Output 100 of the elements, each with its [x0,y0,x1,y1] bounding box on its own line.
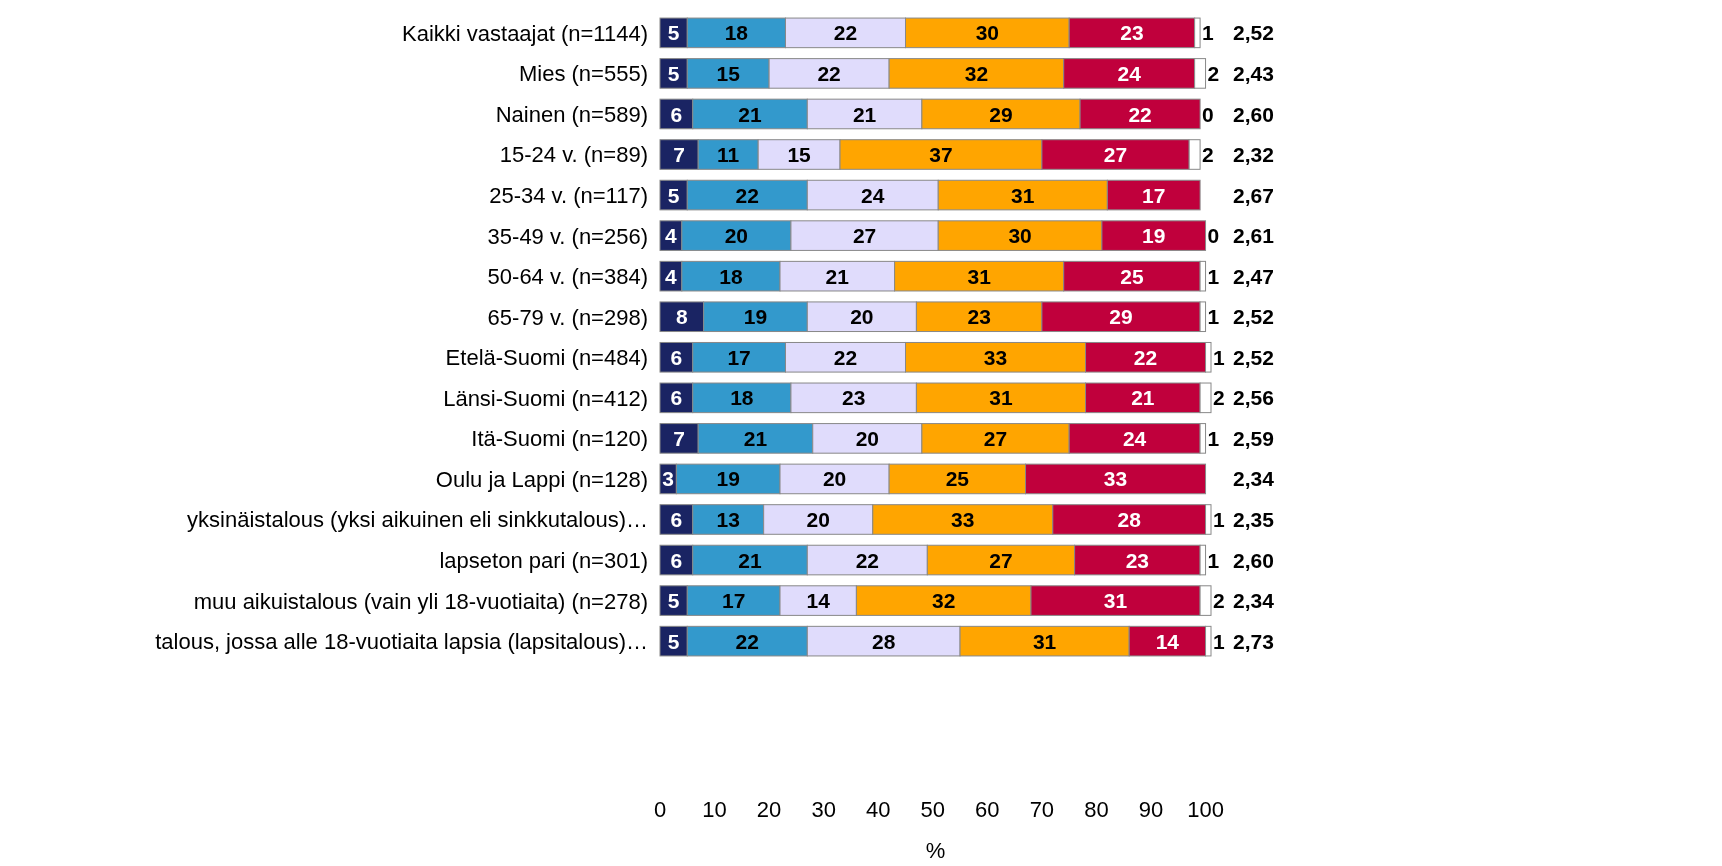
data-label: 1 [1213,345,1225,369]
data-label: 6 [670,102,683,126]
data-label: 28 [871,629,896,653]
data-label: 15 [787,143,812,167]
data-label: 24 [1117,61,1142,85]
data-label: 4 [665,264,678,288]
text: 2,52 [1233,345,1274,369]
data-label: 4 [665,224,678,248]
text: 2,59 [1233,426,1274,450]
data-label: 27 [983,426,1008,450]
data-label: 1 [1213,508,1225,532]
data-label: 30 [975,21,1000,45]
data-label: 2 [1207,61,1220,85]
data-label: 6 [670,386,683,410]
y-tick-label: 65-79 v. (n=298) [487,304,648,330]
data-label: 17 [1142,183,1166,207]
y-tick-label: muu aikuistalous (vain yli 18-vuotiaita) (n=278) [193,588,648,614]
y-tick-label: Nainen (n=589) [495,101,648,127]
text: 2,47 [1233,264,1274,288]
y-tick-label: Länsi-Suomi (n=412) [443,385,648,411]
y-tick-label: Kaikki vastaajat (n=1144) [401,20,648,46]
data-label: 18 [730,386,754,410]
x-tick-label: 80 [1084,797,1109,822]
data-label: 23 [1125,548,1150,572]
data-label: 8 [675,305,688,329]
data-label: 22 [1133,345,1158,369]
text: 2,34 [1233,467,1275,491]
x-tick-label: 70 [1029,797,1055,822]
data-label: 20 [822,467,847,491]
data-label: 14 [806,589,831,613]
x-tick-label: 40 [865,797,891,822]
data-label: 5 [667,629,680,653]
data-label: 20 [806,508,830,532]
x-tick-label: 0 [653,797,667,822]
data-label: 22 [833,345,858,369]
data-label: 30 [1008,224,1032,248]
data-label: 2 [1213,386,1225,410]
data-label: 19 [1142,224,1166,248]
data-label: 15 [716,61,741,85]
data-label: 22 [855,548,879,572]
text: 2,56 [1233,386,1274,410]
data-label: 6 [670,345,683,369]
data-label: 5 [667,183,680,207]
data-label: 0 [1202,102,1214,126]
data-label: 21 [825,264,850,288]
text: 2,52 [1233,21,1274,45]
y-tick-label: 50-64 v. (n=384) [487,264,648,290]
data-label: 17 [727,345,751,369]
y-tick-label: lapseton pari (n=301) [439,547,648,573]
text: 2,43 [1233,61,1274,85]
data-label: 28 [1117,508,1142,532]
data-label: 33 [951,508,975,532]
y-tick-label: Mies (n=555) [518,61,648,87]
data-label: 31 [1032,629,1057,653]
data-label: 23 [1120,21,1144,45]
text: 2,73 [1233,629,1274,653]
y-tick-label: talous, jossa alle 18-vuotiaita lapsia (lapsitalous)… [155,629,648,655]
x-tick-label: 30 [811,797,836,822]
data-label: 33 [983,345,1008,369]
x-tick-label: 100 [1187,797,1224,822]
text: 2,61 [1233,224,1275,248]
data-label: 22 [735,629,759,653]
data-label: 5 [667,589,680,613]
data-label: 24 [861,183,885,207]
text: 2,52 [1233,305,1274,329]
x-tick-label: 50 [920,797,946,822]
data-label: 22 [833,21,858,45]
x-tick-label: 10 [702,797,727,822]
data-label: 29 [989,102,1013,126]
data-label: 22 [817,61,841,85]
data-label: 29 [1109,305,1133,329]
data-label: 22 [735,183,759,207]
data-label: 2 [1202,143,1214,167]
data-label: 14 [1155,629,1180,653]
y-tick-label: 15-24 v. (n=89) [499,142,648,168]
data-label: 7 [673,143,685,167]
data-label: 37 [929,143,953,167]
data-label: 18 [719,264,743,288]
data-label: 6 [670,508,683,532]
data-label: 20 [850,305,874,329]
x-tick-label: 60 [975,797,1000,822]
data-label: 3 [662,467,675,491]
data-label: 32 [932,589,956,613]
text: 2,34 [1233,589,1275,613]
data-label: 22 [1128,102,1152,126]
data-label: 31 [967,264,992,288]
data-label: 31 [1011,183,1035,207]
data-label: 1 [1207,548,1220,572]
y-tick-label: Oulu ja Lappi (n=128) [435,466,648,492]
data-label: 19 [716,467,740,491]
y-tick-label: yksinäistalous (yksi aikuinen eli sinkkutalous)… [187,507,648,533]
data-label: 21 [738,548,763,572]
data-label: 19 [743,305,768,329]
text: 2,60 [1233,102,1274,126]
text: 2,60 [1233,548,1274,572]
y-tick-label: 35-49 v. (n=256) [487,223,648,249]
data-label: 1 [1207,305,1220,329]
data-label: 21 [852,102,877,126]
data-label: 20 [724,224,749,248]
data-label: 27 [852,224,877,248]
